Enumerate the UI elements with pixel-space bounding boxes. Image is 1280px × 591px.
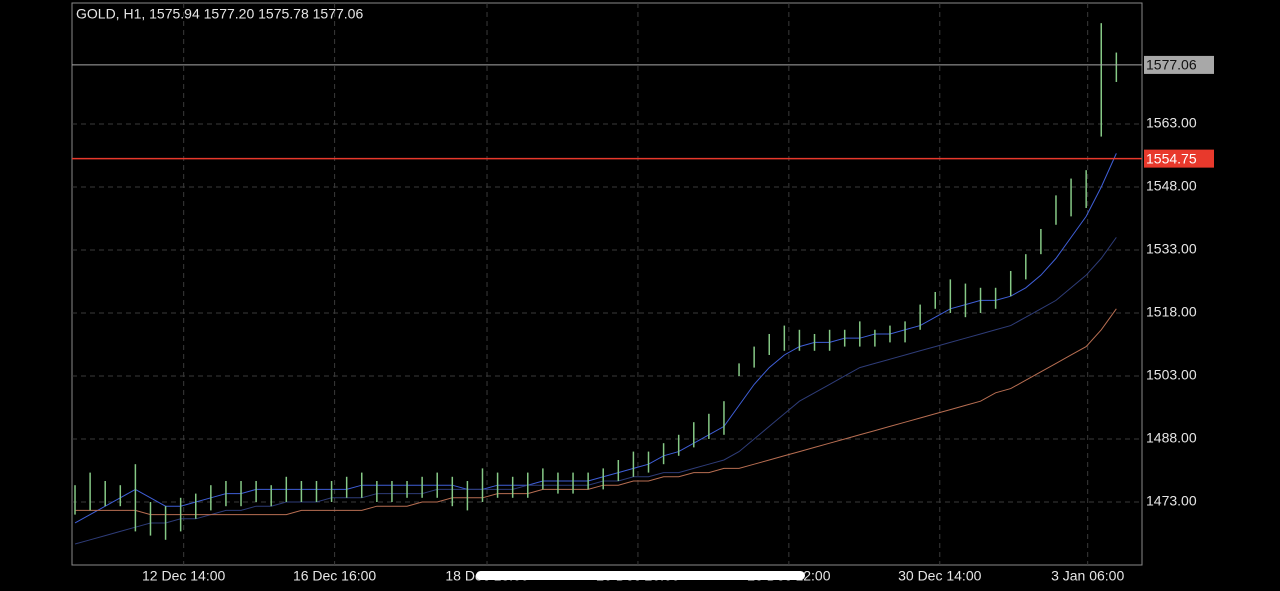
home-indicator: [476, 571, 805, 580]
y-tick-label: 1548.00: [1146, 178, 1197, 194]
moving-average: [74, 153, 1117, 524]
price-label: 1577.06: [1146, 57, 1197, 73]
y-tick-label: 1473.00: [1146, 493, 1197, 509]
price-label-bg: [1144, 149, 1214, 168]
price-label: 1554.75: [1146, 150, 1197, 166]
x-tick-label: 12 Dec 14:00: [142, 568, 225, 584]
x-tick-label: 30 Dec 14:00: [898, 568, 981, 584]
y-tick-label: 1533.00: [1146, 241, 1197, 257]
grid: [72, 3, 1142, 565]
y-tick-label: 1518.00: [1146, 304, 1197, 320]
price-label-bg: [1144, 55, 1214, 74]
labels: 1473.00 1488.00 1503.00 1518.00 1533.00 1548.…: [142, 55, 1214, 584]
plot-frame: [71, 2, 1143, 566]
y-tick-label: 1563.00: [1146, 115, 1197, 131]
marks: [72, 23, 1142, 545]
moving-average: [75, 308, 1117, 516]
y-tick-label: 1488.00: [1146, 430, 1197, 446]
x-tick-label: 3 Jan 06:00: [1051, 568, 1124, 584]
moving-average: [74, 237, 1117, 545]
chart-title: GOLD, H1, 1575.94 1577.20 1575.78 1577.0…: [76, 6, 363, 22]
x-tick-label: 16 Dec 16:00: [293, 568, 376, 584]
y-tick-label: 1503.00: [1146, 367, 1197, 383]
